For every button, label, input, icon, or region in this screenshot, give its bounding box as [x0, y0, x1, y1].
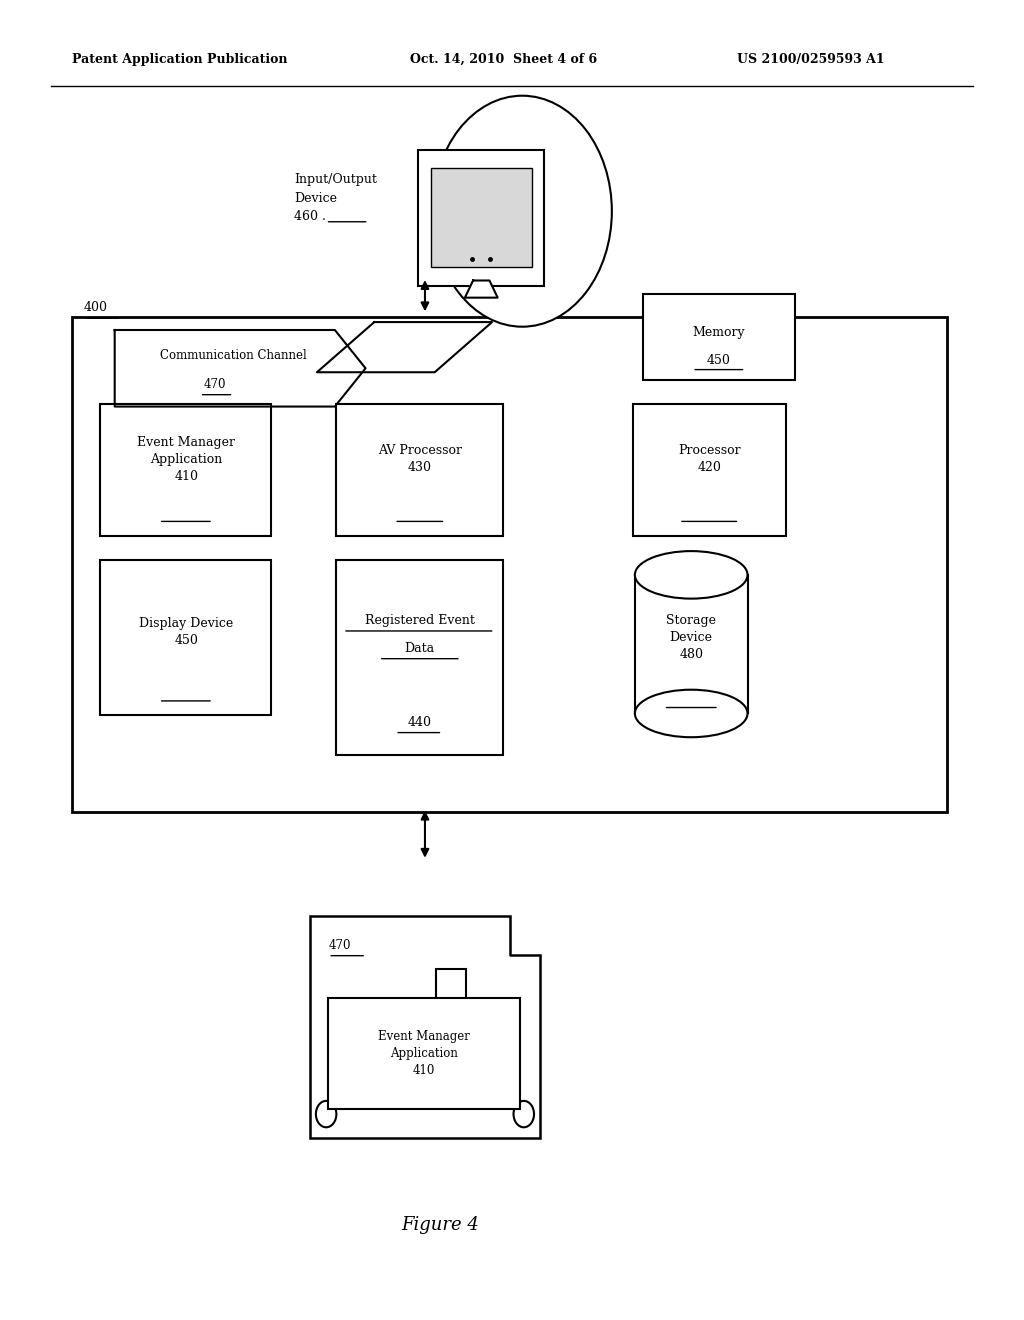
- Text: Storage
Device
480: Storage Device 480: [667, 614, 716, 661]
- Text: Communication Channel: Communication Channel: [160, 348, 307, 362]
- FancyBboxPatch shape: [436, 969, 466, 1018]
- Text: Oct. 14, 2010  Sheet 4 of 6: Oct. 14, 2010 Sheet 4 of 6: [410, 53, 597, 66]
- Polygon shape: [316, 322, 492, 372]
- Polygon shape: [510, 913, 543, 954]
- FancyBboxPatch shape: [100, 560, 271, 715]
- Text: 470: 470: [328, 939, 350, 952]
- Text: Input/Output
Device
460 .: Input/Output Device 460 .: [294, 173, 377, 223]
- Text: Registered Event: Registered Event: [365, 614, 475, 627]
- FancyBboxPatch shape: [635, 576, 748, 713]
- FancyBboxPatch shape: [72, 317, 947, 812]
- FancyBboxPatch shape: [633, 404, 786, 536]
- FancyBboxPatch shape: [336, 404, 503, 536]
- FancyBboxPatch shape: [328, 998, 520, 1109]
- Circle shape: [315, 1101, 336, 1127]
- Circle shape: [513, 1101, 535, 1127]
- FancyBboxPatch shape: [336, 560, 503, 755]
- Text: 440: 440: [408, 715, 432, 729]
- Text: Patent Application Publication: Patent Application Publication: [72, 53, 287, 66]
- Text: Data: Data: [404, 642, 435, 655]
- FancyBboxPatch shape: [643, 294, 795, 380]
- Text: Display Device
450: Display Device 450: [139, 618, 233, 647]
- Text: 450: 450: [707, 354, 731, 367]
- Text: US 2100/0259593 A1: US 2100/0259593 A1: [737, 53, 885, 66]
- FancyBboxPatch shape: [418, 150, 545, 286]
- Text: Event Manager
Application
410: Event Manager Application 410: [137, 436, 236, 483]
- FancyBboxPatch shape: [100, 404, 271, 536]
- Text: Processor
420: Processor 420: [678, 445, 741, 474]
- Text: Event Manager
Application
410: Event Manager Application 410: [378, 1030, 470, 1077]
- Text: 400: 400: [84, 301, 108, 314]
- Polygon shape: [465, 281, 498, 298]
- Polygon shape: [115, 330, 366, 407]
- Ellipse shape: [635, 552, 748, 599]
- FancyBboxPatch shape: [309, 916, 541, 1138]
- Ellipse shape: [432, 96, 612, 327]
- Text: Memory: Memory: [692, 326, 745, 339]
- FancyBboxPatch shape: [430, 169, 532, 267]
- Ellipse shape: [635, 689, 748, 737]
- Text: AV Processor
430: AV Processor 430: [378, 445, 462, 474]
- Text: 470: 470: [204, 378, 226, 391]
- Text: Figure 4: Figure 4: [401, 1216, 479, 1234]
